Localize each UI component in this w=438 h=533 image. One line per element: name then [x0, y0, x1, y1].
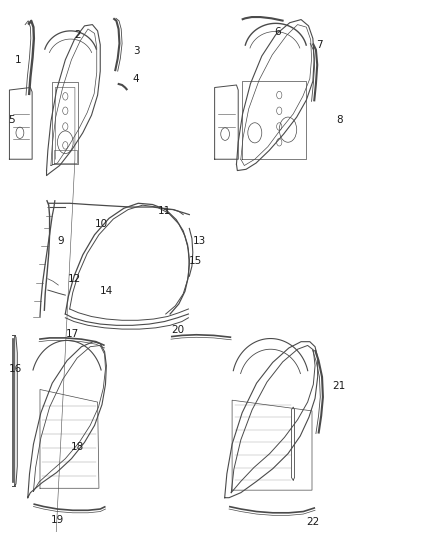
Text: 7: 7 — [316, 40, 323, 50]
Text: 2: 2 — [74, 30, 81, 41]
Text: 15: 15 — [188, 255, 201, 265]
Text: 18: 18 — [71, 442, 84, 453]
Text: 10: 10 — [95, 219, 108, 229]
Text: 3: 3 — [133, 46, 139, 56]
Text: 20: 20 — [171, 325, 184, 335]
Text: 4: 4 — [133, 74, 139, 84]
Text: 21: 21 — [332, 381, 346, 391]
Text: 16: 16 — [8, 364, 22, 374]
Text: 8: 8 — [336, 115, 343, 125]
Text: 13: 13 — [193, 236, 206, 246]
Text: 9: 9 — [58, 236, 64, 246]
Text: 1: 1 — [15, 55, 21, 66]
Text: 5: 5 — [8, 115, 15, 125]
Text: 19: 19 — [51, 515, 64, 524]
Text: 14: 14 — [100, 286, 113, 296]
Text: 11: 11 — [158, 206, 171, 216]
Text: 12: 12 — [68, 274, 81, 285]
Text: 17: 17 — [66, 329, 79, 339]
Text: 22: 22 — [306, 516, 319, 527]
Text: 6: 6 — [275, 27, 281, 37]
